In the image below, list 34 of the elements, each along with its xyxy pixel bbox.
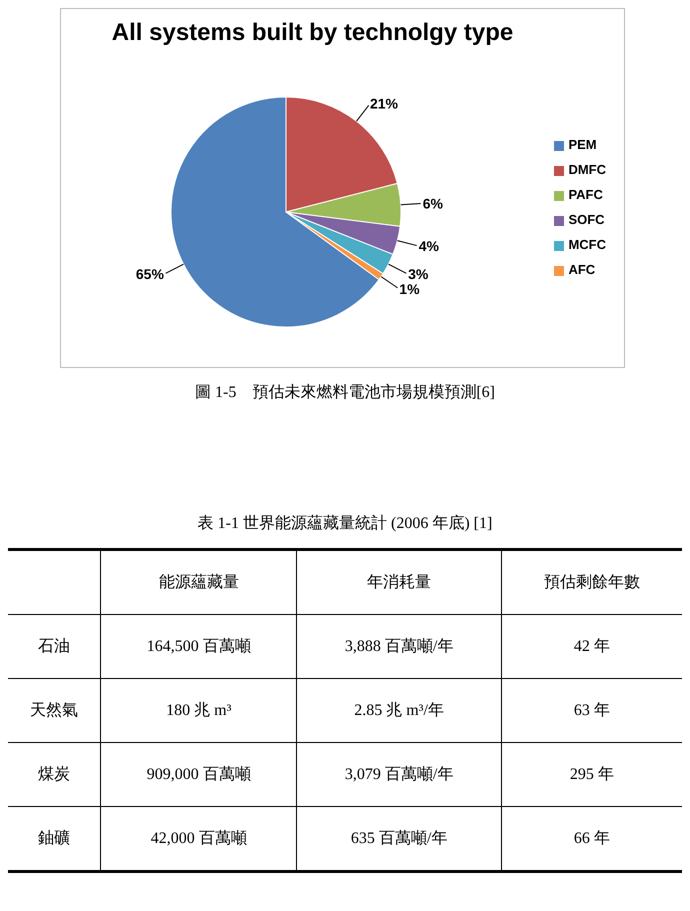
text: 63 年: [574, 702, 610, 719]
category-label: 能源蘊藏量: [100, 550, 297, 614]
data-label: 65%: [136, 266, 164, 282]
data-label: 6%: [422, 195, 444, 212]
category-label: 鈾礦: [38, 830, 70, 847]
category-label: 天然氣: [30, 702, 78, 719]
data-label: 3%: [408, 266, 429, 282]
text: 42,000 百萬噸: [150, 830, 247, 847]
text: 2.85 兆 m³/年: [354, 702, 444, 719]
text: 表 1-1 世界能源蘊藏量統計 (2006 年底) [1]: [196, 514, 494, 534]
data-label: 1%: [399, 281, 420, 298]
text: 66 年: [574, 830, 610, 847]
text: 164,500 百萬噸: [146, 638, 251, 655]
legend-label: AFC: [568, 262, 596, 277]
category-label: 年消耗量: [296, 550, 502, 614]
text: 295 年: [570, 766, 614, 783]
chart-title: All systems built by technolgy type: [110, 19, 514, 47]
text: 909,000 百萬噸: [146, 766, 251, 783]
text: 3,079 百萬噸/年: [344, 766, 454, 783]
category-label: 石油: [38, 638, 70, 655]
category-label: 煤炭: [38, 766, 70, 783]
legend-label: DMFC: [568, 162, 606, 177]
text: 3,888 百萬噸/年: [344, 638, 454, 655]
category-label: 預估剩餘年數: [501, 550, 682, 614]
legend-label: PAFC: [568, 187, 603, 202]
text: 635 百萬噸/年: [350, 830, 448, 847]
legend-label: SOFC: [568, 212, 605, 227]
legend-label: MCFC: [568, 237, 606, 252]
text: 42 年: [574, 638, 610, 655]
legend-label: PEM: [568, 137, 597, 152]
caption: 圖 1-5 預估未來燃料電池市場規模預測[6]: [194, 382, 496, 403]
data-label: 4%: [418, 238, 440, 254]
text: 180 兆 m³: [166, 702, 232, 719]
data-label: 21%: [370, 96, 399, 112]
